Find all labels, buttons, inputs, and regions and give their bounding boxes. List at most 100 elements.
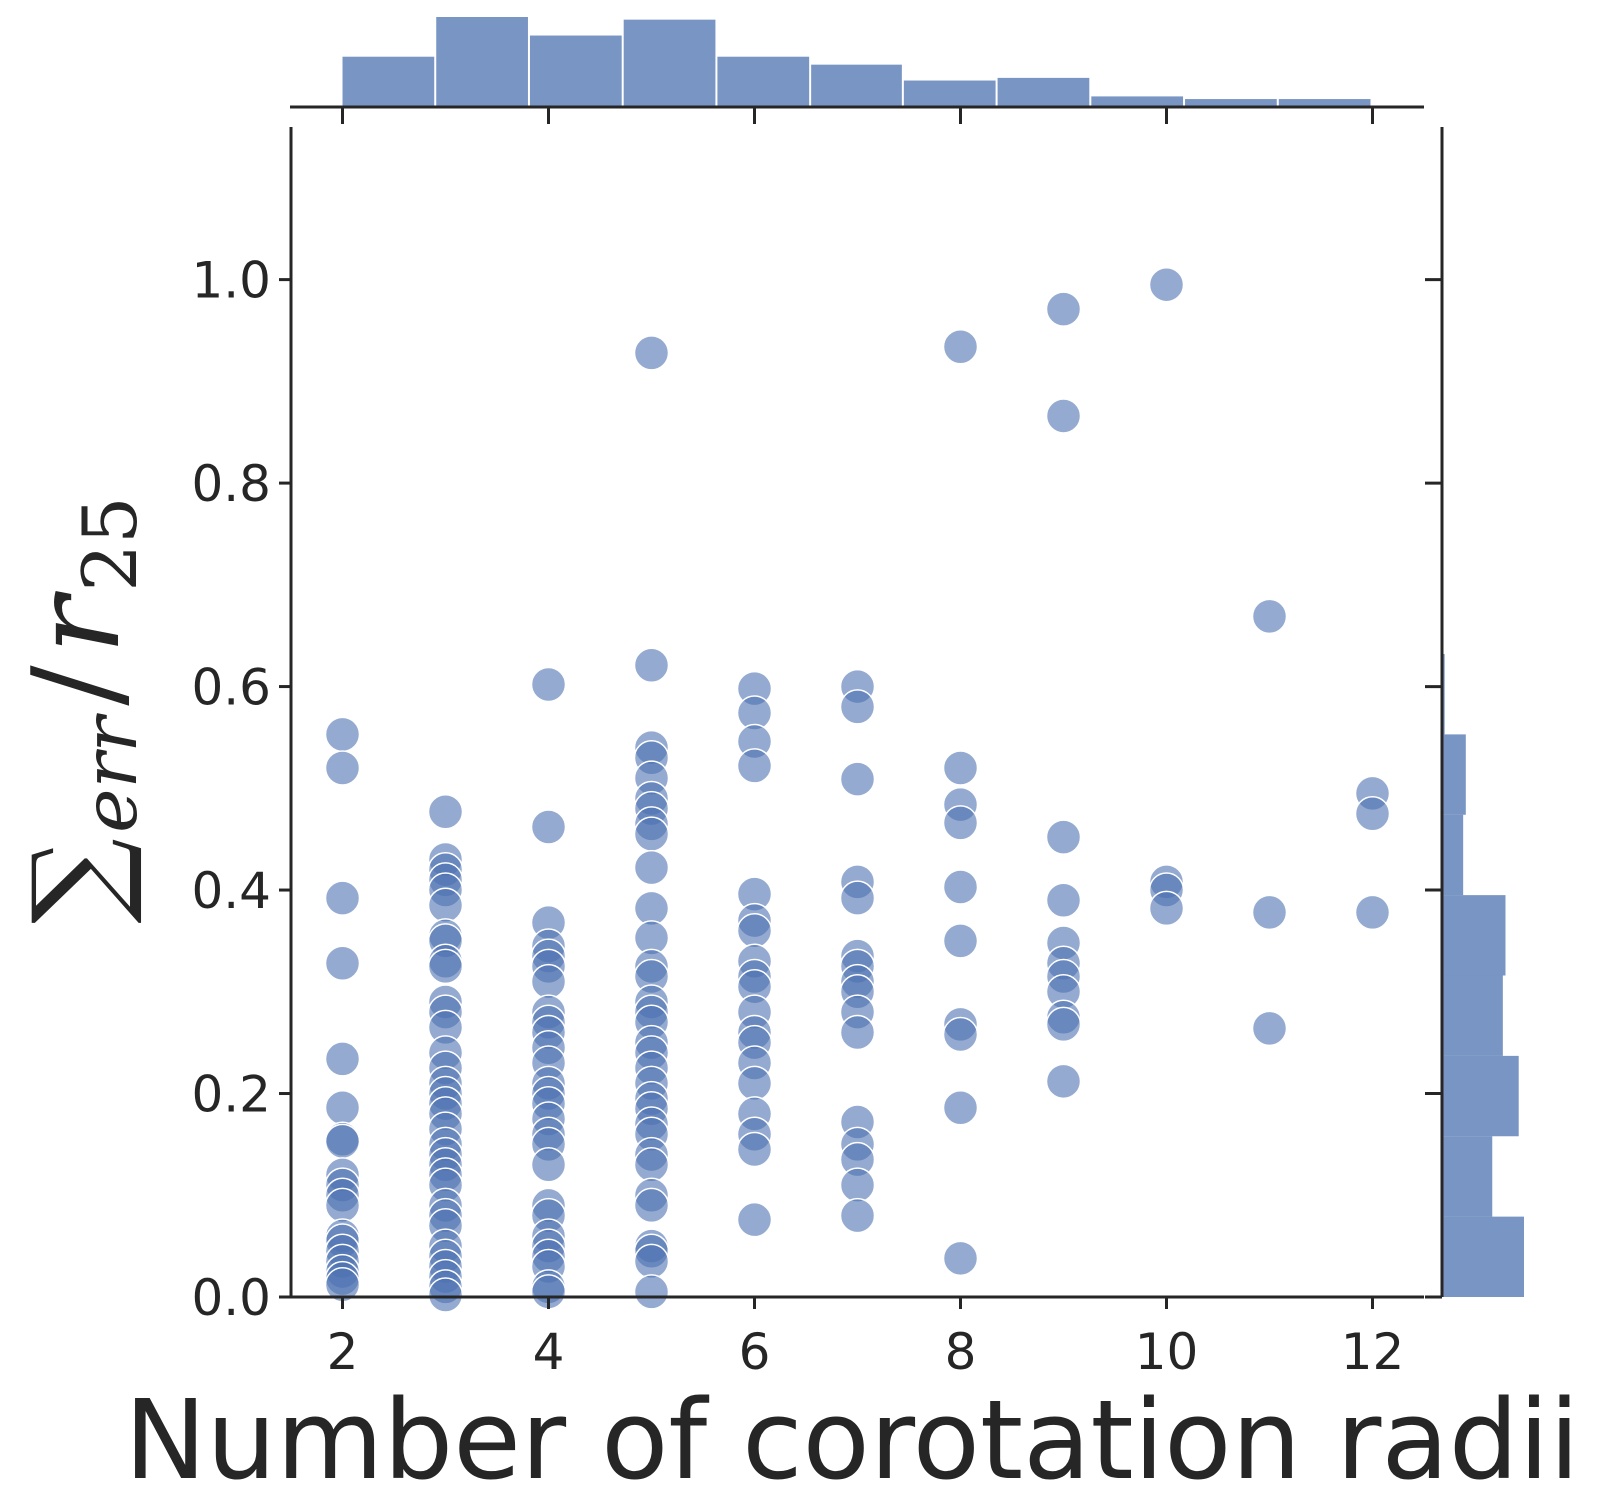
x-tick-label: 10 [1135, 1323, 1199, 1381]
scatter-point [427, 1277, 464, 1313]
marginal-x-histogram [342, 17, 1371, 108]
scatter-point [1251, 1010, 1288, 1047]
y-tick-label: 0.8 [191, 455, 271, 513]
marginal-x-bar [811, 64, 902, 107]
marginal-y-bar [1442, 814, 1464, 896]
x-tick-label: 2 [327, 1323, 359, 1381]
y-axis-label: ∑ err / r 25 [8, 496, 154, 923]
marginal-y-bar [1442, 1216, 1524, 1297]
y-label-r-sub: 25 [66, 496, 154, 591]
scatter-point [427, 793, 464, 830]
scatter-point [1148, 266, 1185, 303]
scatter-point [324, 945, 361, 982]
scatter-point [839, 689, 876, 725]
scatter-point [633, 849, 670, 886]
scatter-point [324, 716, 361, 753]
marginal-y-bar [1442, 975, 1503, 1056]
marginal-y-bar [1442, 1055, 1519, 1137]
scatter-point [942, 1016, 979, 1053]
scatter-point [324, 1041, 361, 1077]
y-ticks: 0.0 0.2 0.4 0.6 0.8 1.0 [191, 252, 291, 1327]
y-label-slash: / [8, 665, 147, 706]
scatter-point [736, 748, 773, 784]
scatter-point [1045, 1063, 1082, 1100]
y-label-r: r [8, 590, 147, 654]
scatter-point [839, 1197, 876, 1234]
scatter-point [427, 887, 464, 924]
scatter-point [736, 912, 773, 949]
scatter-point [942, 329, 979, 365]
scatter-point [942, 1240, 979, 1277]
x-tick-label: 4 [533, 1323, 565, 1381]
scatter-point [530, 666, 567, 703]
marginal-x-bar [903, 80, 996, 107]
scatter-point [1045, 398, 1082, 434]
svg-text:∑ err / r: ∑ err / r 25 [8, 496, 154, 923]
scatter-point [736, 1131, 773, 1168]
scatter-point [736, 1065, 773, 1102]
scatter-point [736, 1201, 773, 1238]
scatter-point [1251, 598, 1288, 635]
marginal-x-bar [529, 35, 622, 107]
marginal-x-bar [1185, 99, 1277, 107]
scatter-point [530, 809, 567, 845]
x-axis-label: Number of corotation radii [124, 1376, 1580, 1504]
marginal-x-bar [1091, 96, 1184, 107]
scatter-point [633, 1243, 670, 1280]
scatter-point [839, 880, 876, 916]
x-ticks: 2 4 6 8 10 12 [327, 1297, 1405, 1381]
y-tick-label: 0.6 [191, 659, 271, 717]
scatter-point [633, 1274, 670, 1310]
marginal-y-bar [1442, 895, 1506, 976]
scatter-point [633, 1146, 670, 1183]
scatter-point [1045, 882, 1082, 918]
marginal-x-bar [717, 56, 810, 107]
marginal-y-histogram [1442, 654, 1524, 1297]
scatter-point [633, 335, 670, 371]
marginal-x-ticks [341, 107, 1374, 124]
y-tick-label: 0.2 [191, 1066, 271, 1124]
scatter-point [942, 869, 979, 905]
scatter-point [427, 948, 464, 985]
scatter-point [1148, 890, 1185, 927]
scatter-point [633, 647, 670, 683]
scatter-point [942, 805, 979, 841]
marginal-y-bar [1442, 734, 1466, 815]
scatter-point [1251, 894, 1288, 931]
y-label-sub: err [66, 713, 154, 833]
marginal-x-bar [436, 17, 528, 107]
scatter-point [1045, 819, 1082, 855]
scatter-point [1354, 894, 1391, 931]
scatter-point [942, 750, 979, 786]
y-tick-label: 0.4 [191, 862, 271, 920]
scatter-point [839, 1014, 876, 1051]
scatter-point [324, 750, 361, 786]
y-label-sum: ∑ [8, 838, 147, 924]
scatter-point [942, 1090, 979, 1126]
marginal-x-bar [342, 56, 435, 107]
scatter-point [324, 1123, 361, 1160]
x-tick-label: 12 [1341, 1323, 1405, 1381]
scatter-point [942, 923, 979, 959]
y-tick-label: 1.0 [191, 252, 271, 310]
scatter-point [324, 1090, 361, 1126]
marginal-x-bar [623, 19, 716, 108]
scatter-point [633, 816, 670, 852]
marginal-x-bar [1278, 99, 1371, 107]
scatter-point [839, 1167, 876, 1203]
scatter-point [324, 1187, 361, 1224]
scatter-point [839, 761, 876, 797]
scatter-point [1354, 795, 1391, 832]
marginal-y-ticks [1425, 278, 1442, 1299]
marginal-x-bar [997, 77, 1090, 107]
scatter-point [530, 1146, 567, 1183]
scatter-points [324, 266, 1391, 1313]
scatter-point [633, 1187, 670, 1224]
x-tick-label: 8 [945, 1323, 977, 1381]
y-tick-label: 0.0 [191, 1269, 271, 1327]
scatter-point [1045, 291, 1082, 327]
scatter-point [1045, 1006, 1082, 1043]
scatter-point [530, 963, 567, 1000]
marginal-y-bar [1442, 1136, 1493, 1217]
